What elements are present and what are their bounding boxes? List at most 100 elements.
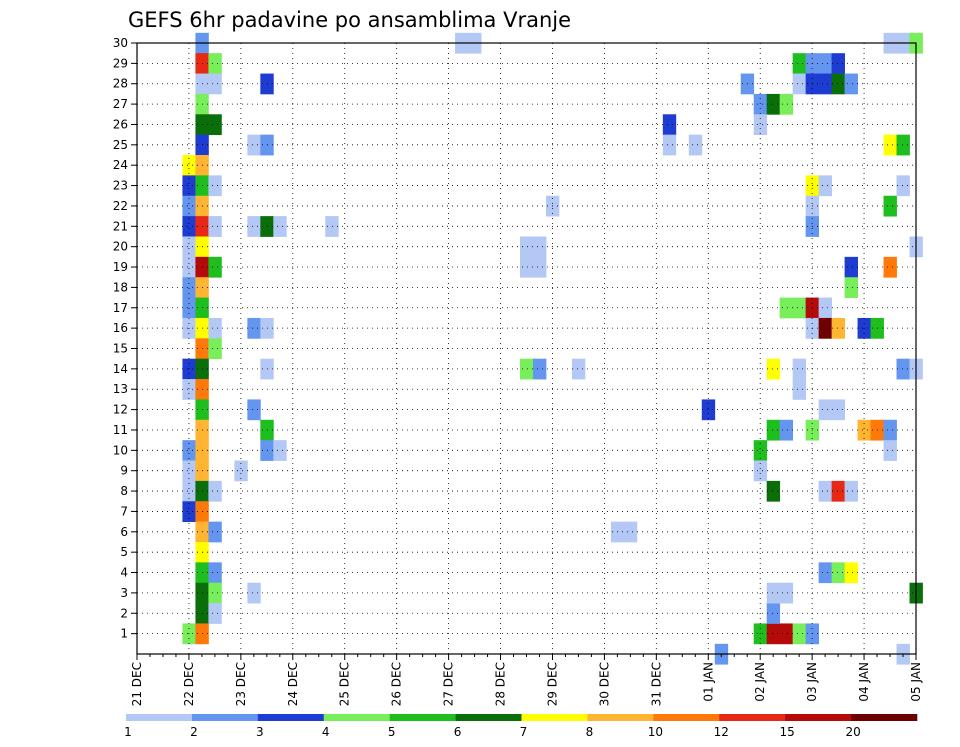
y-tick-label: 2 xyxy=(120,606,128,620)
heatmap-cell-51 xyxy=(182,440,196,461)
y-tick-label: 11 xyxy=(113,423,128,437)
heatmap-cell-101 xyxy=(766,480,781,502)
x-tick-label: 04 JAN xyxy=(857,662,871,702)
heatmap-cell-115 xyxy=(818,53,833,74)
heatmap-cell-143 xyxy=(844,562,858,584)
y-tick-label: 25 xyxy=(113,138,128,152)
colorbar-swatch-12 xyxy=(719,714,786,721)
heatmap-cell-17 xyxy=(182,195,196,217)
heatmap-cell-93 xyxy=(753,93,768,115)
heatmap-cell-105 xyxy=(792,623,807,645)
heatmap-cell-103 xyxy=(766,623,781,645)
y-tick-label: 28 xyxy=(113,77,128,91)
x-tick-label: 25 DEC xyxy=(338,662,352,706)
heatmap-cell-30 xyxy=(208,256,222,278)
heatmap-cell-21 xyxy=(208,216,222,237)
y-tick-label: 3 xyxy=(120,586,128,600)
colorbar-tick-label: 20 xyxy=(845,725,860,739)
y-tick-label: 24 xyxy=(113,158,128,172)
heatmap-cell-108 xyxy=(766,582,781,604)
heatmap-cell-70 xyxy=(247,582,261,604)
heatmap-cell-2 xyxy=(208,53,222,74)
colorbar-tick-label: 8 xyxy=(586,725,594,739)
y-tick-label: 4 xyxy=(120,566,128,580)
x-tick-label: 01 JAN xyxy=(701,662,715,702)
heatmap-cell-10 xyxy=(247,134,261,156)
heatmap-cell-160 xyxy=(883,440,897,461)
heatmap-cell-155 xyxy=(896,358,910,380)
colorbar: 1 2 3 4 5 6 7 8 10 12 15 20 xyxy=(124,714,918,739)
heatmap-cell-151 xyxy=(896,134,910,156)
heatmap-cell-82 xyxy=(520,358,534,380)
x-tick-label: 24 DEC xyxy=(286,662,300,706)
heatmap-cell-104 xyxy=(779,623,794,645)
heatmap-cell-48 xyxy=(247,399,261,421)
colorbar-swatch-4 xyxy=(323,714,390,721)
heatmap-cell-88 xyxy=(662,134,677,156)
colorbar-swatch-20 xyxy=(851,714,918,721)
heatmap-cell-120 xyxy=(831,73,845,95)
colorbar-swatch-2 xyxy=(191,714,259,721)
heatmap-cell-22 xyxy=(247,216,261,237)
heatmap-cell-159 xyxy=(883,419,897,441)
heatmap-cell-144 xyxy=(844,256,858,278)
heatmap-cell-55 xyxy=(182,460,196,482)
colorbar-swatch-6 xyxy=(455,714,522,721)
heatmap-cell-41 xyxy=(208,338,222,360)
heatmap-cell-84 xyxy=(571,358,586,380)
heatmap-cell-137 xyxy=(831,399,845,421)
heatmap-cell-37 xyxy=(208,317,222,339)
colorbar-swatch-3 xyxy=(257,714,325,721)
y-tick-label: 30 xyxy=(113,36,128,50)
y-axis-ticks: 1234567891011121314151617181920212223242… xyxy=(113,36,137,641)
y-tick-label: 17 xyxy=(113,301,128,315)
heatmap-cell-16 xyxy=(208,175,222,197)
heatmap-cell-77 xyxy=(520,236,534,258)
heatmap-cell-123 xyxy=(818,175,833,197)
heatmap-cell-87 xyxy=(662,114,677,136)
heatmap-cell-150 xyxy=(883,134,897,156)
x-tick-label: 26 DEC xyxy=(390,662,404,706)
heatmap-cell-99 xyxy=(779,419,794,441)
heatmap-cell-113 xyxy=(792,53,807,74)
heatmap-cell-152 xyxy=(883,195,897,217)
heatmap-cell-58 xyxy=(182,480,196,502)
heatmap-cell-153 xyxy=(896,175,910,197)
heatmap-cell-140 xyxy=(844,480,858,502)
y-tick-label: 9 xyxy=(120,464,128,478)
colorbar-swatch-10 xyxy=(653,714,720,721)
heatmap-cell-26 xyxy=(182,236,196,258)
colorbar-tick-label: 1 xyxy=(124,725,132,739)
colorbar-swatch-15 xyxy=(785,714,852,721)
heatmap-cell-57 xyxy=(234,460,248,482)
heatmap-cell-130 xyxy=(831,317,845,339)
y-tick-label: 22 xyxy=(113,199,128,213)
x-tick-label: 23 DEC xyxy=(234,662,248,706)
colorbar-tick-label: 7 xyxy=(520,725,528,739)
y-tick-label: 15 xyxy=(113,342,128,356)
heatmap-cell-24 xyxy=(273,216,287,237)
heatmap-cell-109 xyxy=(779,582,794,604)
heatmap-cell-78 xyxy=(532,236,547,258)
heatmap-cell-42 xyxy=(182,358,196,380)
heatmap-cell-97 xyxy=(753,440,768,461)
colorbar-tick-label: 12 xyxy=(714,725,729,739)
colorbar-tick-label: 6 xyxy=(454,725,462,739)
heatmap-cell-138 xyxy=(818,480,833,502)
colorbar-tick-label: 4 xyxy=(322,725,330,739)
y-tick-label: 12 xyxy=(113,403,128,417)
colorbar-swatch-5 xyxy=(389,714,456,721)
y-tick-label: 10 xyxy=(113,443,128,457)
heatmap-cell-129 xyxy=(818,317,833,339)
y-tick-label: 23 xyxy=(113,179,128,193)
colorbar-swatch-7 xyxy=(521,714,588,721)
heatmap-cell-116 xyxy=(831,53,845,74)
x-tick-label: 30 DEC xyxy=(597,662,611,706)
heatmap-cell-141 xyxy=(818,562,833,584)
chart-title: GEFS 6hr padavine po ansamblima Vranje xyxy=(128,8,571,32)
heatmap-cell-4 xyxy=(208,73,222,95)
y-tick-label: 16 xyxy=(113,321,128,335)
heatmap-cell-89 xyxy=(688,134,703,156)
x-tick-label: 28 DEC xyxy=(494,662,508,706)
